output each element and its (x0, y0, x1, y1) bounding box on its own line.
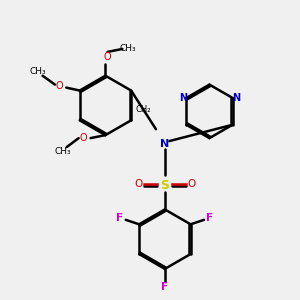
Text: N: N (232, 93, 240, 103)
Text: O: O (79, 133, 87, 143)
Text: CH₃: CH₃ (30, 67, 46, 76)
Text: N: N (178, 93, 187, 103)
Text: O: O (188, 179, 196, 189)
Text: F: F (116, 213, 123, 224)
Text: CH₃: CH₃ (54, 147, 70, 156)
Text: S: S (160, 179, 169, 192)
Text: O: O (104, 52, 111, 62)
Text: CH₂: CH₂ (135, 105, 151, 114)
Text: CH₃: CH₃ (120, 44, 136, 53)
Text: O: O (55, 81, 63, 91)
Text: F: F (161, 282, 168, 292)
Text: F: F (206, 213, 214, 224)
Text: N: N (160, 139, 170, 149)
Text: O: O (134, 179, 142, 189)
